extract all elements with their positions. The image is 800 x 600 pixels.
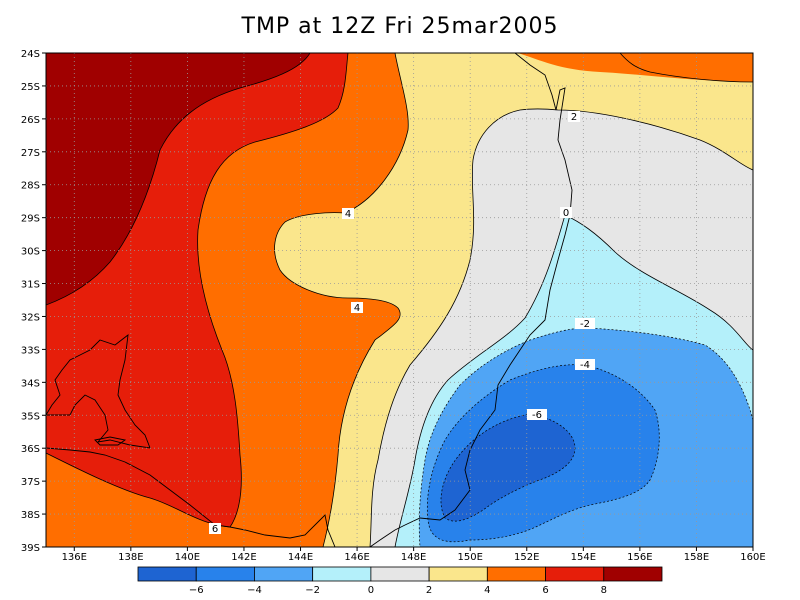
lat-label: 25S bbox=[21, 82, 40, 93]
lat-label: 38S bbox=[21, 510, 40, 521]
plot-frame bbox=[45, 52, 754, 548]
svg-text:4: 4 bbox=[345, 209, 351, 220]
spencer-gulf bbox=[46, 333, 151, 449]
colorbar-swatch bbox=[370, 566, 430, 582]
lat-label: 27S bbox=[21, 148, 40, 159]
lon-label: 142E bbox=[231, 552, 256, 563]
colorbar-label: 8 bbox=[601, 585, 607, 596]
contour-labels: 2 0 4 4 -2 -4 -6 6 bbox=[209, 111, 595, 535]
svg-text:2: 2 bbox=[571, 112, 577, 123]
lat-label: 29S bbox=[21, 214, 40, 225]
lat-label: 33S bbox=[21, 345, 40, 356]
lon-label: 144E bbox=[288, 552, 313, 563]
lon-label: 150E bbox=[457, 552, 482, 563]
contour-label-4-b: 4 bbox=[351, 302, 363, 314]
contour-label-6: 6 bbox=[209, 523, 221, 535]
lon-label: 156E bbox=[627, 552, 652, 563]
svg-text:-6: -6 bbox=[532, 410, 542, 421]
colorbar-label: 6 bbox=[542, 585, 548, 596]
lat-label: 28S bbox=[21, 181, 40, 192]
colorbar-swatch bbox=[312, 566, 372, 582]
contour-minus2 bbox=[418, 327, 753, 547]
lon-label: 136E bbox=[62, 552, 87, 563]
lat-label: 37S bbox=[21, 477, 40, 488]
band-4-6-ne bbox=[620, 53, 753, 82]
contour-4 bbox=[274, 53, 409, 547]
colorbar-label: 0 bbox=[368, 585, 374, 596]
band-6-8-red bbox=[46, 53, 348, 527]
contour-0 bbox=[394, 214, 753, 547]
chart-title: TMP at 12Z Fri 25mar2005 bbox=[241, 14, 559, 39]
colorbar-swatch bbox=[195, 566, 255, 582]
east-coast bbox=[369, 53, 573, 547]
svg-text:-4: -4 bbox=[580, 360, 590, 371]
contour-minus4 bbox=[427, 364, 660, 543]
contour-6 bbox=[197, 53, 349, 528]
lon-label: 152E bbox=[514, 552, 539, 563]
lat-label: 31S bbox=[21, 280, 40, 291]
colorbar-swatch bbox=[137, 566, 197, 582]
lat-label: 24S bbox=[21, 49, 40, 60]
colorbar-label: −6 bbox=[189, 585, 204, 596]
contour-6-south bbox=[46, 452, 231, 528]
contour-2 bbox=[369, 108, 753, 547]
lon-label: 146E bbox=[344, 552, 369, 563]
filled-contours bbox=[46, 53, 753, 547]
svg-text:-2: -2 bbox=[580, 319, 590, 330]
lat-label: 34S bbox=[21, 378, 40, 389]
colorbar-label: −2 bbox=[305, 585, 320, 596]
contour-lines bbox=[46, 53, 753, 547]
lon-label: 154E bbox=[571, 552, 596, 563]
lat-label: 36S bbox=[21, 444, 40, 455]
lon-label: 140E bbox=[175, 552, 200, 563]
colorbar-swatch bbox=[545, 566, 605, 582]
colorbar-swatch bbox=[603, 566, 663, 582]
contour-label-4-a: 4 bbox=[342, 208, 354, 220]
coastline bbox=[46, 53, 573, 547]
svg-text:6: 6 bbox=[212, 524, 218, 535]
south-coast bbox=[46, 447, 336, 547]
longitude-labels: 136E 138E 140E 142E 144E 146E 148E 150E 152E 154E… bbox=[62, 547, 766, 563]
kangaroo-island bbox=[94, 436, 127, 446]
contour-4-ne bbox=[619, 53, 753, 83]
contour-label-minus6: -6 bbox=[527, 409, 547, 421]
svg-text:4: 4 bbox=[354, 303, 360, 314]
colorbar-swatch bbox=[486, 566, 546, 582]
colorbar-label: −4 bbox=[247, 585, 262, 596]
lat-label: 39S bbox=[21, 543, 40, 554]
latitude-labels: 24S 25S 26S 27S 28S 29S 30S 31S 32S 33S 34S 35S 36S 3… bbox=[21, 49, 46, 554]
contour-label-0: 0 bbox=[560, 207, 572, 219]
contour-label-2: 2 bbox=[568, 111, 580, 123]
contour-label-minus2: -2 bbox=[575, 318, 595, 330]
lat-label: 26S bbox=[21, 115, 40, 126]
lat-label: 35S bbox=[21, 411, 40, 422]
contour-label-minus4: -4 bbox=[575, 359, 595, 371]
contour-8 bbox=[46, 53, 311, 306]
colorbar-swatch bbox=[428, 566, 488, 582]
svg-text:0: 0 bbox=[563, 208, 569, 219]
lat-label: 32S bbox=[21, 312, 40, 323]
lon-label: 138E bbox=[118, 552, 143, 563]
colorbar: −6 −4 −2 0 2 4 6 8 bbox=[137, 566, 663, 596]
band-8-plus bbox=[46, 53, 310, 305]
lon-label: 158E bbox=[684, 552, 709, 563]
colorbar-label: 4 bbox=[484, 585, 490, 596]
lat-label: 30S bbox=[21, 247, 40, 258]
colorbar-label: 2 bbox=[426, 585, 432, 596]
lon-label: 160E bbox=[740, 552, 765, 563]
colorbar-swatch bbox=[254, 566, 314, 582]
lon-label: 148E bbox=[401, 552, 426, 563]
